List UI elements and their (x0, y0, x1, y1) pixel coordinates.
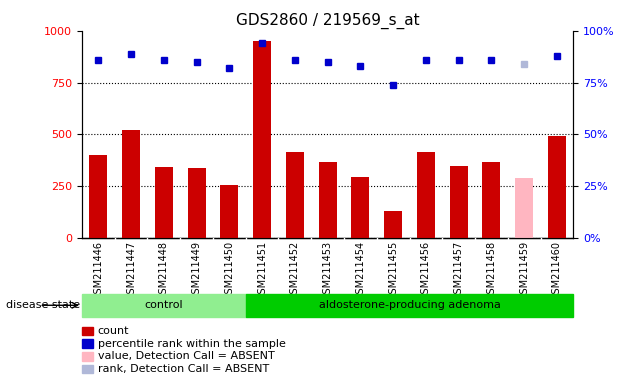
Bar (319, 162, 336, 238)
Bar (253, 41, 271, 238)
Text: rank, Detection Call = ABSENT: rank, Detection Call = ABSENT (98, 364, 269, 374)
Bar (417, 152, 435, 238)
Text: GSM211447: GSM211447 (126, 241, 136, 300)
Text: percentile rank within the sample: percentile rank within the sample (98, 339, 285, 349)
Bar (246, 294, 573, 317)
Text: GSM211452: GSM211452 (290, 241, 300, 300)
Bar (352, 177, 369, 238)
Text: GSM211460: GSM211460 (552, 241, 562, 300)
Bar (286, 152, 304, 238)
Text: GSM211458: GSM211458 (486, 241, 496, 300)
Text: GSM211456: GSM211456 (421, 241, 431, 300)
Bar (188, 167, 205, 238)
Text: GSM211446: GSM211446 (93, 241, 103, 300)
Bar (220, 185, 238, 238)
Bar (155, 167, 173, 238)
Text: GSM211454: GSM211454 (355, 241, 365, 300)
Text: GSM211448: GSM211448 (159, 241, 169, 300)
Text: GSM211455: GSM211455 (388, 241, 398, 300)
Text: GSM211451: GSM211451 (257, 241, 267, 300)
Title: GDS2860 / 219569_s_at: GDS2860 / 219569_s_at (236, 13, 420, 29)
Bar (122, 130, 140, 238)
Text: disease state: disease state (6, 300, 81, 310)
Text: count: count (98, 326, 129, 336)
Bar (515, 178, 533, 238)
Text: GSM211449: GSM211449 (192, 241, 202, 300)
Bar (82, 294, 246, 317)
Bar (483, 162, 500, 238)
Text: GSM211453: GSM211453 (323, 241, 333, 300)
Text: GSM211459: GSM211459 (519, 241, 529, 300)
Text: aldosterone-producing adenoma: aldosterone-producing adenoma (319, 300, 500, 310)
Text: GSM211457: GSM211457 (454, 241, 464, 300)
Text: control: control (144, 300, 183, 310)
Text: value, Detection Call = ABSENT: value, Detection Call = ABSENT (98, 351, 275, 361)
Bar (450, 166, 467, 238)
Bar (548, 136, 566, 238)
Bar (89, 155, 107, 238)
Text: GSM211450: GSM211450 (224, 241, 234, 300)
Bar (384, 211, 402, 238)
